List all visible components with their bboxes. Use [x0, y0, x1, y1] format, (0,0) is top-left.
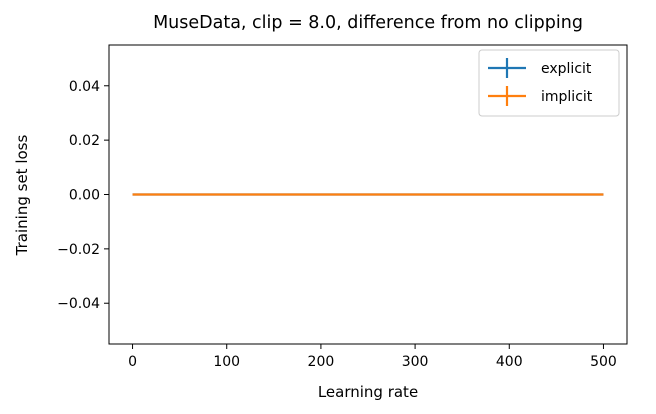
y-tick-label: −0.04: [57, 296, 100, 312]
y-tick-label: 0.04: [69, 79, 100, 95]
x-tick-label: 400: [496, 354, 523, 370]
x-tick-label: 100: [213, 354, 240, 370]
legend: explicit implicit: [478, 49, 620, 117]
legend-items: explicit implicit: [488, 58, 593, 106]
x-axis-label: Learning rate: [318, 383, 418, 401]
legend-box: [478, 49, 620, 117]
y-tick-label: −0.02: [57, 242, 100, 258]
y-tick-label: 0.02: [69, 133, 100, 149]
x-tick-label: 500: [590, 354, 617, 370]
x-tick-label: 300: [402, 354, 429, 370]
y-axis-ticks: −0.04 −0.02 0.00 0.02 0.04: [57, 79, 109, 312]
y-axis-label: Training set loss: [13, 135, 31, 257]
x-tick-label: 0: [128, 354, 137, 370]
chart-title: MuseData, clip = 8.0, difference from no…: [153, 13, 583, 33]
x-axis-ticks: 0 100 200 300 400 500: [128, 344, 617, 370]
x-tick-label: 200: [308, 354, 335, 370]
legend-label-explicit: explicit: [541, 61, 592, 77]
y-tick-label: 0.00: [69, 188, 100, 204]
legend-label-implicit: implicit: [541, 89, 593, 105]
